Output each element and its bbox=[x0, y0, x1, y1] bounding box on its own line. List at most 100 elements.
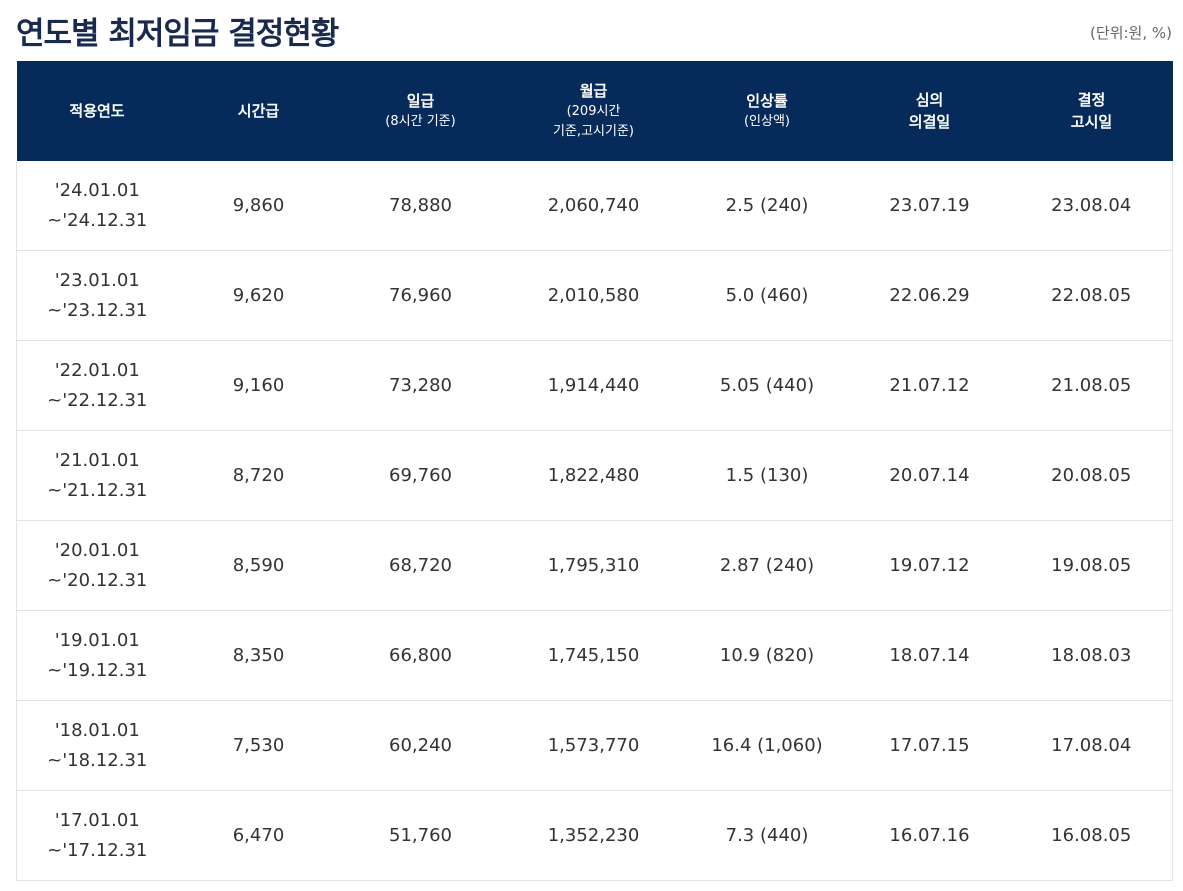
period-start: '20.01.01 bbox=[54, 539, 140, 561]
daily-wage-cell: 76,960 bbox=[339, 250, 502, 341]
resolution-date-cell: 19.07.12 bbox=[848, 520, 1011, 611]
increase-rate-cell: 2.5 (240) bbox=[685, 161, 849, 251]
header-sublabel: (인상액) bbox=[743, 114, 791, 129]
daily-wage-cell: 69,760 bbox=[339, 430, 502, 521]
notice-date-cell: 18.08.03 bbox=[1010, 610, 1173, 701]
increase-rate-cell: 5.05 (440) bbox=[685, 340, 849, 431]
resolution-date-cell: 21.07.12 bbox=[848, 340, 1011, 431]
period-end: ~'19.12.31 bbox=[47, 659, 148, 681]
period-cell: '17.01.01 ~'17.12.31 bbox=[16, 790, 178, 881]
increase-rate-cell: 10.9 (820) bbox=[685, 610, 849, 701]
resolution-date-cell: 22.06.29 bbox=[848, 250, 1011, 341]
unit-note: (단위:원, %) bbox=[1090, 24, 1172, 42]
period-start: '18.01.01 bbox=[54, 719, 140, 741]
period-cell: '18.01.01 ~'18.12.31 bbox=[16, 700, 178, 791]
daily-wage-cell: 78,880 bbox=[339, 161, 502, 251]
resolution-date-cell: 18.07.14 bbox=[848, 610, 1011, 701]
header-daily: 일급 (8시간 기준) bbox=[339, 61, 502, 161]
increase-rate-cell: 5.0 (460) bbox=[685, 250, 849, 341]
period-end: ~'24.12.31 bbox=[47, 209, 148, 231]
hourly-wage-cell: 8,350 bbox=[177, 610, 340, 701]
header-label: 시간급 bbox=[237, 102, 280, 120]
period-start: '19.01.01 bbox=[54, 629, 140, 651]
header-hourly: 시간급 bbox=[177, 61, 340, 161]
increase-rate-cell: 1.5 (130) bbox=[685, 430, 849, 521]
hourly-wage-cell: 7,530 bbox=[177, 700, 340, 791]
page-title: 연도별 최저임금 결정현황 bbox=[16, 16, 339, 52]
period-end: ~'20.12.31 bbox=[47, 569, 148, 591]
resolution-date-cell: 16.07.16 bbox=[848, 790, 1011, 881]
period-end: ~'23.12.31 bbox=[47, 299, 148, 321]
daily-wage-cell: 68,720 bbox=[339, 520, 502, 611]
monthly-wage-cell: 2,060,740 bbox=[501, 161, 686, 251]
header-label: 일급 bbox=[406, 92, 435, 110]
period-cell: '20.01.01 ~'20.12.31 bbox=[16, 520, 178, 611]
period-cell: '23.01.01 ~'23.12.31 bbox=[16, 250, 178, 341]
monthly-wage-cell: 1,352,230 bbox=[501, 790, 686, 881]
monthly-wage-cell: 1,914,440 bbox=[501, 340, 686, 431]
monthly-wage-cell: 1,822,480 bbox=[501, 430, 686, 521]
daily-wage-cell: 66,800 bbox=[339, 610, 502, 701]
hourly-wage-cell: 8,720 bbox=[177, 430, 340, 521]
notice-date-cell: 17.08.04 bbox=[1010, 700, 1173, 791]
monthly-wage-cell: 1,795,310 bbox=[501, 520, 686, 611]
table-row: '21.01.01 ~'21.12.31 8,720 69,760 1,822,480 1… bbox=[16, 430, 1173, 521]
resolution-date-cell: 17.07.15 bbox=[848, 700, 1011, 791]
period-start: '23.01.01 bbox=[54, 269, 140, 291]
hourly-wage-cell: 8,590 bbox=[177, 520, 340, 611]
daily-wage-cell: 73,280 bbox=[339, 340, 502, 431]
header-sublabel: 기준,고시기준) bbox=[553, 124, 634, 139]
table-row: '17.01.01 ~'17.12.31 6,470 51,760 1,352,230 7… bbox=[16, 790, 1173, 881]
header-monthly: 월급 (209시간 기준,고시기준) bbox=[501, 61, 686, 161]
monthly-wage-cell: 2,010,580 bbox=[501, 250, 686, 341]
header-label: 결정 bbox=[1077, 91, 1106, 109]
period-end: ~'21.12.31 bbox=[47, 479, 148, 501]
header-sublabel: 의결일 bbox=[908, 113, 951, 131]
header-increase: 인상률 (인상액) bbox=[685, 61, 849, 161]
period-start: '22.01.01 bbox=[54, 359, 140, 381]
period-cell: '22.01.01 ~'22.12.31 bbox=[16, 340, 178, 431]
period-end: ~'22.12.31 bbox=[47, 389, 148, 411]
table-row: '22.01.01 ~'22.12.31 9,160 73,280 1,914,440 5… bbox=[16, 340, 1173, 431]
hourly-wage-cell: 6,470 bbox=[177, 790, 340, 881]
monthly-wage-cell: 1,745,150 bbox=[501, 610, 686, 701]
table-row: '19.01.01 ~'19.12.31 8,350 66,800 1,745,150 1… bbox=[16, 610, 1173, 701]
table-header: 적용연도 시간급 일급 (8시간 기준) 월급 (209시간 기준,고시기준) 인상률 (인상액… bbox=[16, 61, 1173, 161]
header-sublabel: 고시일 bbox=[1070, 113, 1113, 131]
header-label: 적용연도 bbox=[69, 102, 125, 120]
table-row: '20.01.01 ~'20.12.31 8,590 68,720 1,795,310 2… bbox=[16, 520, 1173, 611]
period-cell: '19.01.01 ~'19.12.31 bbox=[16, 610, 178, 701]
period-start: '24.01.01 bbox=[54, 179, 140, 201]
notice-date-cell: 20.08.05 bbox=[1010, 430, 1173, 521]
period-start: '17.01.01 bbox=[54, 809, 140, 831]
period-end: ~'18.12.31 bbox=[47, 749, 148, 771]
resolution-date-cell: 23.07.19 bbox=[848, 161, 1011, 251]
header-label: 심의 bbox=[915, 91, 944, 109]
period-start: '21.01.01 bbox=[54, 449, 140, 471]
resolution-date-cell: 20.07.14 bbox=[848, 430, 1011, 521]
header-sublabel: (8시간 기준) bbox=[385, 114, 456, 129]
header-row: 적용연도 시간급 일급 (8시간 기준) 월급 (209시간 기준,고시기준) 인상률 (인상액… bbox=[16, 61, 1173, 161]
header-label: 월급 bbox=[579, 82, 608, 100]
daily-wage-cell: 51,760 bbox=[339, 790, 502, 881]
period-cell: '21.01.01 ~'21.12.31 bbox=[16, 430, 178, 521]
period-cell: '24.01.01 ~'24.12.31 bbox=[16, 161, 178, 251]
hourly-wage-cell: 9,620 bbox=[177, 250, 340, 341]
increase-rate-cell: 16.4 (1,060) bbox=[685, 700, 849, 791]
title-row: 연도별 최저임금 결정현황 (단위:원, %) bbox=[16, 0, 1172, 58]
increase-rate-cell: 7.3 (440) bbox=[685, 790, 849, 881]
minimum-wage-table: 적용연도 시간급 일급 (8시간 기준) 월급 (209시간 기준,고시기준) 인상률 (인상액… bbox=[16, 61, 1173, 881]
notice-date-cell: 23.08.04 bbox=[1010, 161, 1173, 251]
header-period: 적용연도 bbox=[16, 61, 178, 161]
notice-date-cell: 16.08.05 bbox=[1010, 790, 1173, 881]
notice-date-cell: 21.08.05 bbox=[1010, 340, 1173, 431]
hourly-wage-cell: 9,160 bbox=[177, 340, 340, 431]
table-row: '24.01.01 ~'24.12.31 9,860 78,880 2,060,740 2… bbox=[16, 161, 1173, 251]
table-body: '24.01.01 ~'24.12.31 9,860 78,880 2,060,740 2… bbox=[16, 161, 1173, 881]
hourly-wage-cell: 9,860 bbox=[177, 161, 340, 251]
notice-date-cell: 22.08.05 bbox=[1010, 250, 1173, 341]
daily-wage-cell: 60,240 bbox=[339, 700, 502, 791]
table-row: '23.01.01 ~'23.12.31 9,620 76,960 2,010,580 5… bbox=[16, 250, 1173, 341]
